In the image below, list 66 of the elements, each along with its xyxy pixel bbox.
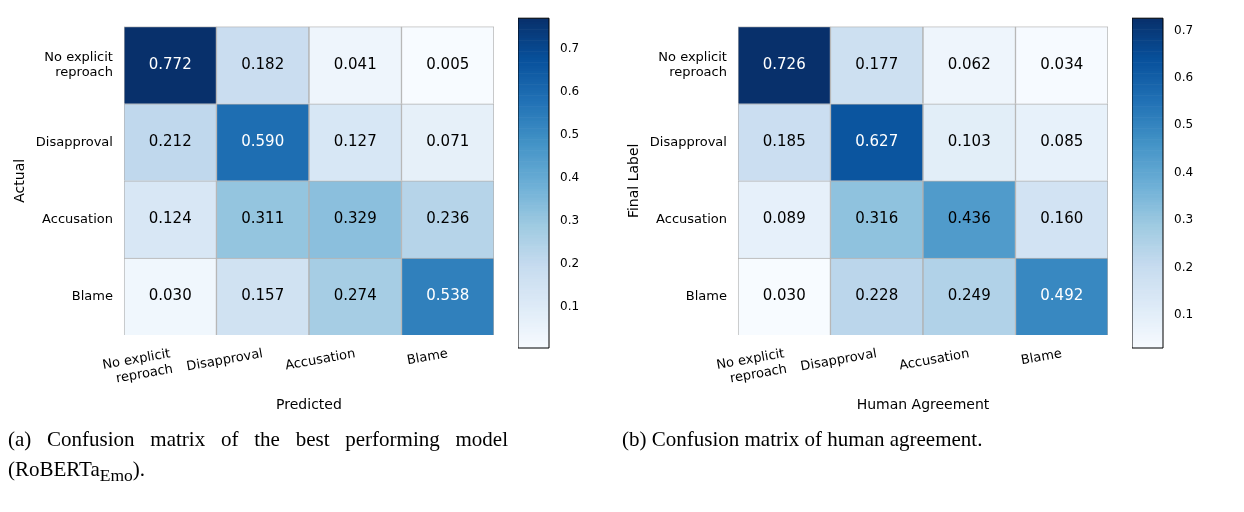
data-label: 0.177 [855, 55, 899, 74]
data-label: 0.124 [148, 209, 192, 228]
data-label: 0.236 [426, 209, 470, 228]
data-label: 0.590 [241, 132, 285, 151]
y-axis-title: Final Label [625, 143, 642, 219]
data-label: 0.030 [762, 286, 806, 305]
data-label: 0.085 [1040, 132, 1084, 151]
data-label: 0.249 [947, 286, 991, 305]
x-tick-label: Accusation [897, 345, 971, 373]
data-label: 0.030 [148, 286, 192, 305]
y-axis-title: Actual [11, 158, 28, 203]
y-tick-label: Blame [71, 287, 113, 303]
data-label: 0.103 [947, 132, 991, 151]
color-bar-label: 0.5 [560, 127, 580, 142]
color-bar-label: 0.1 [1174, 306, 1194, 321]
data-label: 0.329 [333, 209, 377, 228]
data-label: 0.311 [241, 209, 285, 228]
data-label: 0.212 [148, 132, 192, 151]
y-tick-label: No explicit reproach [44, 48, 113, 80]
data-label: 0.726 [762, 55, 806, 74]
data-label: 0.005 [426, 55, 470, 74]
data-label: 0.492 [1040, 286, 1084, 305]
data-label: 0.127 [333, 132, 377, 151]
color-bar-label: 0.3 [1174, 212, 1194, 227]
data-label: 0.062 [947, 55, 991, 74]
x-tick-label: No explicit reproach [101, 345, 175, 386]
data-label: 0.034 [1040, 55, 1084, 74]
y-tick-label: No explicit reproach [658, 48, 727, 80]
text: (a) Confusion matrix of the best performing model (RoBERTa$_{Emo}$). [8, 426, 508, 488]
text: (b) Confusion matrix of human agreement. [622, 426, 984, 453]
color-bar-label: 0.2 [1174, 259, 1194, 274]
color-bar-label: 0.1 [560, 299, 580, 314]
x-tick-label: No explicit reproach [715, 345, 789, 386]
data-label: 0.182 [241, 55, 285, 74]
color-bar-label: 0.7 [560, 41, 580, 56]
data-label: 0.157 [241, 286, 285, 305]
x-tick-label: Blame [405, 345, 449, 368]
y-tick-label: Disapproval [649, 133, 727, 149]
color-bar-label: 0.6 [560, 84, 580, 99]
data-label: 0.041 [333, 55, 377, 74]
data-label: 0.228 [855, 286, 899, 305]
data-label: 0.071 [426, 132, 470, 151]
data-label: 0.274 [333, 286, 377, 305]
y-tick-label: Accusation [42, 210, 113, 226]
x-axis-title: Human Agreement [856, 396, 990, 413]
data-label: 0.089 [762, 209, 806, 228]
y-tick-label: Blame [685, 287, 727, 303]
color-bar-label: 0.3 [560, 213, 580, 228]
data-label: 0.627 [855, 132, 899, 151]
data-label: 0.436 [947, 209, 991, 228]
color-bar-label: 0.5 [1174, 117, 1194, 132]
color-bar-label: 0.6 [1174, 70, 1194, 85]
x-tick-label: Blame [1019, 345, 1063, 368]
y-tick-label: Accusation [656, 210, 727, 226]
y-tick-label: Disapproval [35, 133, 113, 149]
data-label: 0.316 [855, 209, 899, 228]
data-label: 0.160 [1040, 209, 1084, 228]
data-label: 0.185 [762, 132, 806, 151]
x-tick-label: Accusation [283, 345, 357, 373]
color-bar-label: 0.4 [1174, 164, 1194, 179]
color-bar-label: 0.4 [560, 170, 580, 185]
color-bar-label: 0.7 [1174, 22, 1194, 37]
x-axis-title: Predicted [276, 396, 342, 413]
data-label: 0.772 [148, 55, 192, 74]
color-bar-label: 0.2 [560, 256, 580, 271]
data-label: 0.538 [426, 286, 470, 305]
